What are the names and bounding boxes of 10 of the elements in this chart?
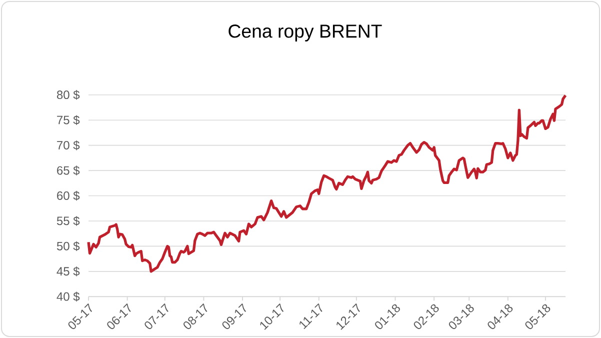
chart-title: Cena ropy BRENT — [228, 24, 382, 42]
y-tick-label: 60 $ — [57, 190, 80, 201]
y-tick-label: 65 $ — [57, 166, 80, 176]
y-tick-label: 75 $ — [57, 115, 80, 125]
y-tick-label: 70 $ — [57, 140, 80, 150]
y-tick-label: 40 $ — [56, 292, 80, 302]
y-tick-label: 45 $ — [56, 266, 80, 276]
y-tick-label: 50 $ — [56, 241, 80, 252]
y-tick-label: 55 $ — [56, 216, 80, 226]
y-tick-label: 80 $ — [56, 90, 80, 100]
